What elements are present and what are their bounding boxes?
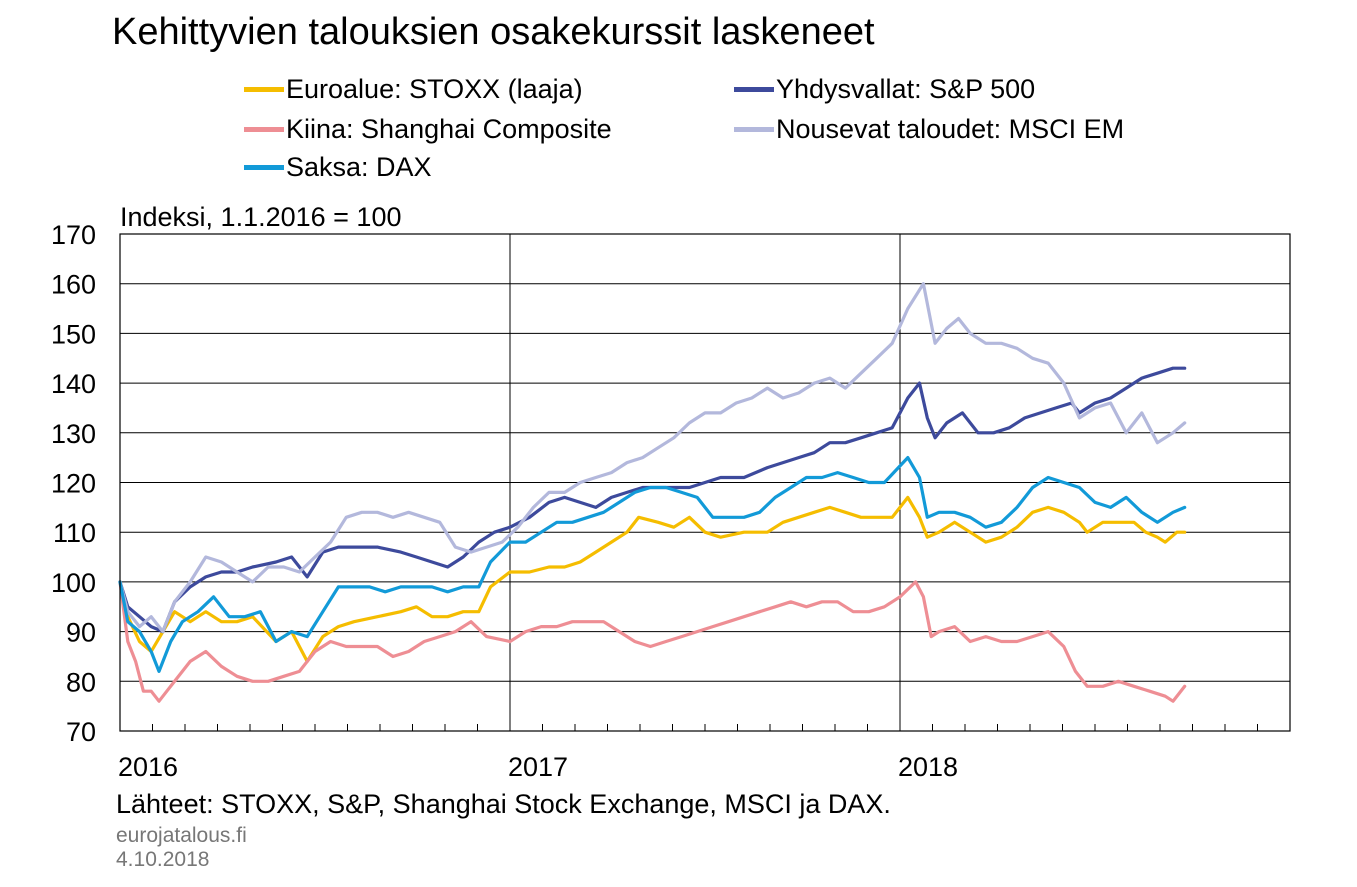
date-label: 4.10.2018 bbox=[116, 848, 210, 871]
legend-label-shanghai: Kiina: Shanghai Composite bbox=[286, 113, 612, 144]
y-tick-label-100: 100 bbox=[51, 568, 96, 598]
y-tick-label-120: 120 bbox=[51, 469, 96, 499]
y-unit-label: Indeksi, 1.1.2016 = 100 bbox=[120, 202, 402, 232]
legend-label-sp500: Yhdysvallat: S&P 500 bbox=[776, 73, 1036, 104]
y-tick-label-150: 150 bbox=[51, 319, 96, 349]
chart-title: Kehittyvien talouksien osakekurssit lask… bbox=[112, 11, 875, 53]
x-tick-label-2017: 2017 bbox=[508, 752, 568, 782]
y-tick-label-110: 110 bbox=[53, 518, 96, 548]
y-tick-label-80: 80 bbox=[66, 667, 96, 697]
legend-swatch-shanghai bbox=[244, 126, 284, 132]
y-tick-label-160: 160 bbox=[51, 270, 96, 300]
series-line-4 bbox=[118, 456, 1187, 673]
series-line-2 bbox=[118, 580, 1187, 703]
legend-item-msci-em: Nousevat taloudet: MSCI EM bbox=[734, 111, 1124, 147]
tick-marks bbox=[152, 724, 1258, 731]
legend-label-dax: Saksa: DAX bbox=[286, 151, 432, 182]
legend-swatch-stoxx bbox=[244, 86, 284, 92]
x-tick-label-2016: 2016 bbox=[118, 752, 178, 782]
site-label: eurojatalous.fi bbox=[116, 824, 247, 847]
y-tick-label-90: 90 bbox=[66, 618, 96, 648]
series-lines bbox=[118, 282, 1187, 703]
y-tick-label-70: 70 bbox=[66, 717, 96, 747]
legend-item-shanghai: Kiina: Shanghai Composite bbox=[244, 111, 612, 147]
legend-item-dax: Saksa: DAX bbox=[244, 149, 432, 185]
legend-swatch-dax bbox=[244, 164, 284, 170]
source-note: Lähteet: STOXX, S&P, Shanghai Stock Exch… bbox=[116, 789, 891, 819]
legend-swatch-sp500 bbox=[734, 86, 774, 92]
series-line-3 bbox=[118, 282, 1187, 634]
y-tick-label-170: 170 bbox=[51, 220, 96, 250]
series-line-1 bbox=[118, 366, 1187, 634]
legend-label-msci-em: Nousevat taloudet: MSCI EM bbox=[776, 113, 1125, 144]
y-tick-label-140: 140 bbox=[51, 369, 96, 399]
y-tick-label-130: 130 bbox=[51, 419, 96, 449]
legend-label-stoxx: Euroalue: STOXX (laaja) bbox=[286, 73, 583, 104]
x-tick-labels: 2016 2017 2018 bbox=[118, 752, 958, 782]
legend-item-stoxx: Euroalue: STOXX (laaja) bbox=[244, 71, 583, 107]
series-line-0 bbox=[118, 495, 1187, 663]
x-tick-label-2018: 2018 bbox=[898, 752, 958, 782]
legend-item-sp500: Yhdysvallat: S&P 500 bbox=[734, 71, 1035, 107]
y-tick-labels: 70 80 90 100 110 120 130 140 150 160 170 bbox=[51, 220, 96, 747]
legend-swatch-msci-em bbox=[734, 126, 774, 132]
